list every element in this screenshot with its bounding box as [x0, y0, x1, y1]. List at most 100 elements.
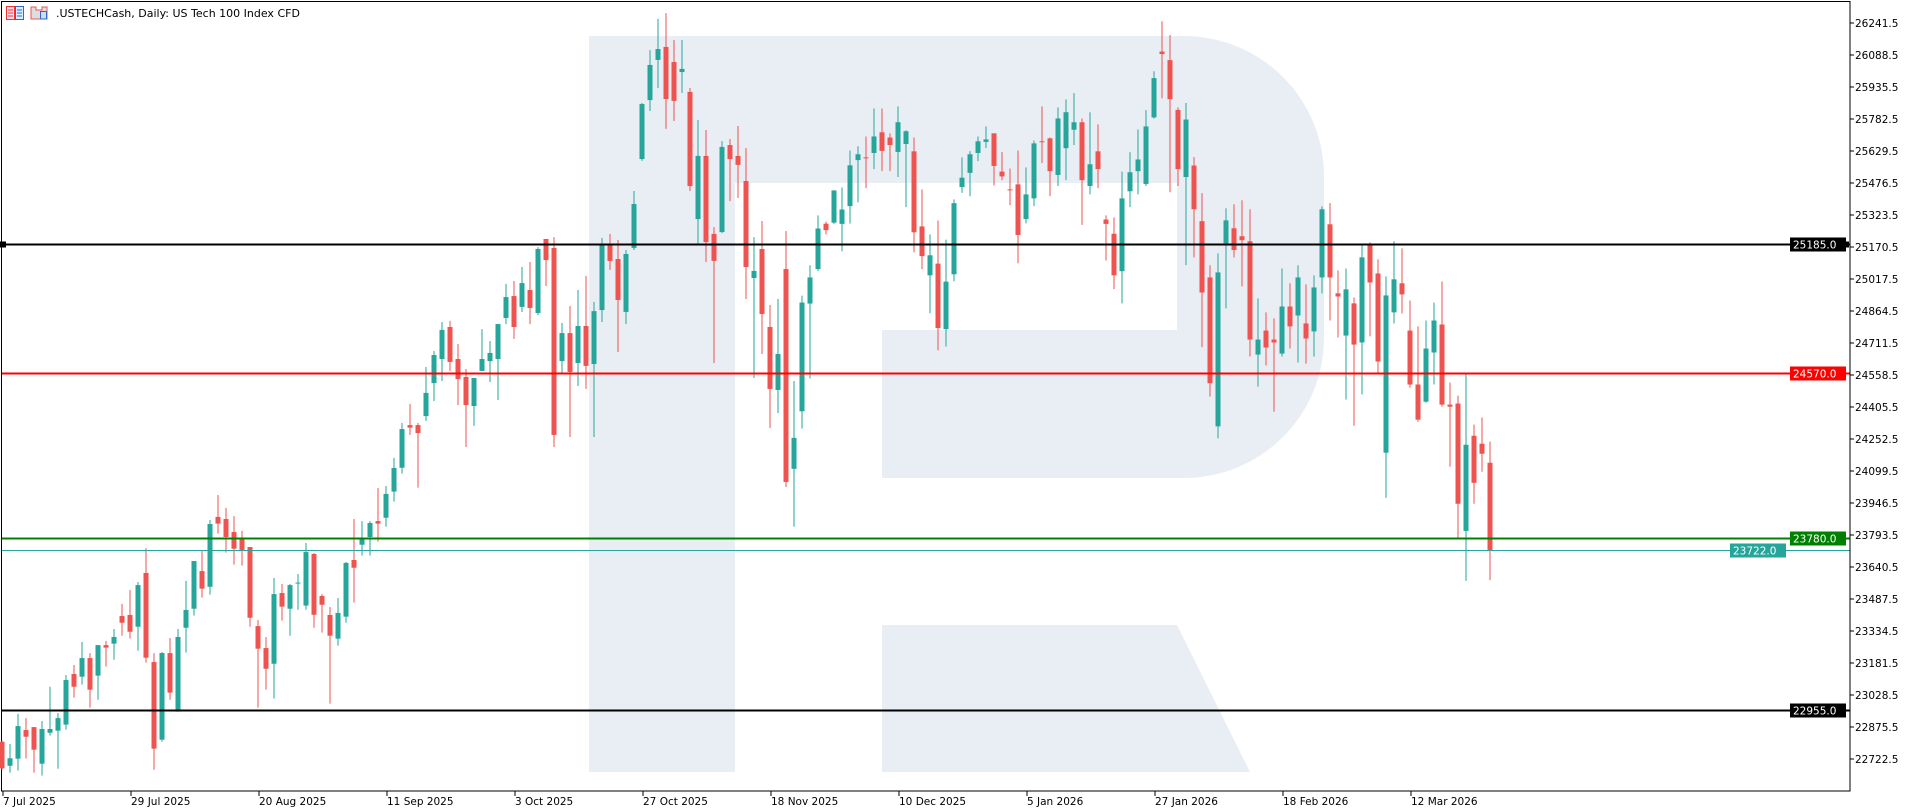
candle: [1431, 302, 1437, 385]
candle-body: [1463, 444, 1469, 531]
candle-body: [1439, 324, 1445, 405]
candle: [671, 40, 677, 121]
candle-body: [207, 524, 213, 587]
candle-body: [671, 62, 677, 101]
candle: [1255, 298, 1261, 387]
price-tick-label: 22722.5: [1855, 754, 1898, 766]
time-axis[interactable]: 7 Jul 2025 29 Jul 2025 20 Aug 2025 11 Sep 2…: [2, 791, 1478, 808]
candle: [943, 239, 949, 347]
candle: [1423, 320, 1429, 403]
time-tick-label: 5 Jan 2026: [1027, 796, 1084, 808]
candle: [791, 380, 797, 527]
candle-body: [1087, 164, 1093, 187]
candle-body: [47, 728, 53, 733]
candle: [975, 136, 981, 162]
candle-body: [967, 154, 973, 173]
candle: [663, 13, 669, 129]
chart-list-icon[interactable]: [6, 6, 24, 20]
price-tick-label: 23181.5: [1855, 658, 1898, 670]
candle-body: [1191, 165, 1197, 210]
candle-body: [1159, 51, 1165, 55]
candle: [1063, 99, 1069, 181]
candle-body: [735, 155, 741, 165]
price-tick-label: 23640.5: [1855, 562, 1898, 574]
candle: [559, 323, 565, 375]
candle: [439, 321, 445, 381]
candle: [383, 485, 389, 527]
candle-body: [1039, 141, 1045, 143]
price-axis[interactable]: 26241.5 26088.5 25935.5 25782.5 25629.5 25476…: [1849, 1, 1898, 791]
candle-body: [1111, 233, 1117, 276]
candle-body: [1431, 320, 1437, 353]
candle: [599, 237, 605, 322]
candle: [7, 744, 13, 773]
candle: [1447, 382, 1453, 467]
candle-body: [319, 595, 325, 605]
candle-body: [1143, 126, 1149, 184]
price-tick-label: 25476.5: [1855, 178, 1898, 190]
candle: [1239, 200, 1245, 287]
candle: [1391, 241, 1397, 324]
candle: [23, 718, 29, 759]
template-icon[interactable]: [30, 6, 48, 20]
candle-body: [1103, 219, 1109, 224]
candle: [303, 543, 309, 610]
price-level-label: 23780.0: [1793, 534, 1836, 546]
candle-body: [743, 181, 749, 267]
candle: [423, 366, 429, 421]
candle: [783, 231, 789, 487]
candle: [1007, 168, 1013, 206]
candle-body: [399, 429, 405, 468]
candle-body: [695, 155, 701, 220]
candle-body: [951, 203, 957, 275]
candle-body: [0, 741, 5, 769]
candle-body: [1351, 303, 1357, 345]
candle: [687, 87, 693, 192]
candle: [1279, 268, 1285, 357]
candle: [479, 329, 485, 371]
candle-body: [623, 254, 629, 312]
candle: [967, 151, 973, 197]
level-handle-left[interactable]: [0, 241, 6, 248]
candle-body: [263, 648, 269, 669]
candle: [895, 106, 901, 178]
price-level-label: 22955.0: [1793, 706, 1836, 718]
candle: [1479, 417, 1485, 472]
candle-body: [527, 289, 533, 308]
candle: [1407, 300, 1413, 388]
candle-body: [159, 653, 165, 740]
candle-body: [1375, 273, 1381, 362]
candle: [391, 457, 397, 502]
candle: [679, 40, 685, 93]
candle: [607, 233, 613, 270]
candle: [1071, 93, 1077, 146]
candle-body: [1255, 339, 1261, 355]
price-tick-label: 26241.5: [1855, 18, 1898, 30]
candle: [711, 227, 717, 363]
candle: [959, 157, 965, 193]
candle: [1223, 208, 1229, 309]
candle-body: [807, 277, 813, 304]
candle-body: [687, 91, 693, 187]
price-tick-label: 24711.5: [1855, 338, 1898, 350]
candle-body: [191, 561, 197, 609]
candle: [375, 488, 381, 542]
candle: [199, 551, 205, 598]
candle-body: [135, 585, 141, 627]
candle-body: [111, 636, 117, 644]
chart-title: .USTECHCash, Daily: US Tech 100 Index CF…: [56, 6, 300, 20]
candle: [615, 239, 621, 353]
candle: [1287, 283, 1293, 349]
candle: [1463, 372, 1469, 581]
price-tick-label: 23028.5: [1855, 690, 1898, 702]
candle-body: [63, 680, 69, 725]
candle-body: [39, 728, 45, 764]
candle-body: [767, 327, 773, 389]
candle-body: [247, 547, 253, 618]
candle-body: [511, 296, 517, 327]
price-level-label-box: [1790, 237, 1846, 252]
candle-body: [919, 226, 925, 257]
candle: [871, 108, 877, 170]
candle: [1047, 137, 1053, 197]
